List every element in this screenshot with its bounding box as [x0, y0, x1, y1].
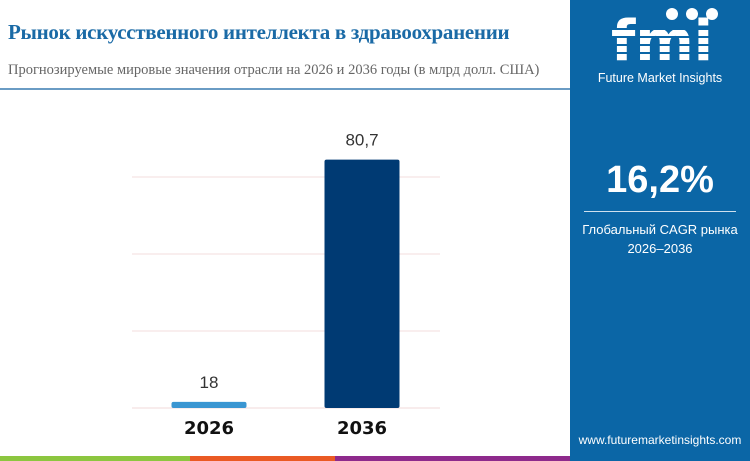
page-subtitle: Прогнозируемые мировые значения отрасли …	[8, 62, 540, 78]
page-title: Рынок искусственного интеллекта в здраво…	[8, 20, 510, 44]
bar-2026	[171, 401, 247, 408]
logo-text: Future Market Insights	[597, 71, 723, 85]
x-tick-label: 2026	[184, 418, 234, 439]
footer-stripe-green	[0, 456, 190, 461]
divider	[0, 88, 570, 90]
info-panel: fmi Future Market Insights 16,2% Глобаль…	[570, 0, 750, 461]
bar-2036	[324, 159, 400, 408]
bar-chart: 18 2026 80,7 2036	[132, 131, 440, 439]
website-link[interactable]: www.futuremarketinsights.com	[578, 433, 742, 447]
data-label: 80,7	[345, 131, 378, 150]
x-tick-label: 2036	[337, 418, 387, 439]
cagr-value: 16,2%	[606, 159, 714, 201]
cagr-label-period: 2026–2036	[627, 241, 693, 256]
footer-stripe-purple	[335, 456, 570, 461]
cagr-label: Глобальный CAGR рынка 2026–2036	[570, 220, 750, 258]
cagr-label-line1: Глобальный CAGR рынка	[582, 222, 738, 237]
divider	[584, 211, 736, 212]
data-label: 18	[200, 373, 219, 392]
footer-stripe-orange	[190, 456, 335, 461]
fmi-logo: fmi	[592, 8, 732, 64]
